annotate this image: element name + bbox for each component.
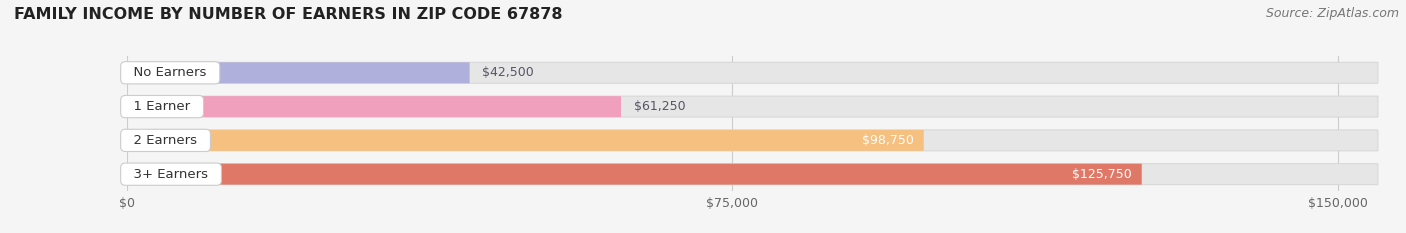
Text: 3+ Earners: 3+ Earners [125,168,217,181]
FancyBboxPatch shape [127,164,1378,185]
FancyBboxPatch shape [127,96,1378,117]
FancyBboxPatch shape [127,130,1378,151]
Text: No Earners: No Earners [125,66,215,79]
Text: 2 Earners: 2 Earners [125,134,205,147]
FancyBboxPatch shape [127,62,470,83]
Text: $61,250: $61,250 [634,100,685,113]
FancyBboxPatch shape [127,164,1142,185]
Text: 1 Earner: 1 Earner [125,100,198,113]
Text: FAMILY INCOME BY NUMBER OF EARNERS IN ZIP CODE 67878: FAMILY INCOME BY NUMBER OF EARNERS IN ZI… [14,7,562,22]
FancyBboxPatch shape [127,96,621,117]
Text: $98,750: $98,750 [862,134,914,147]
FancyBboxPatch shape [127,62,1378,83]
Text: Source: ZipAtlas.com: Source: ZipAtlas.com [1265,7,1399,20]
FancyBboxPatch shape [127,130,924,151]
Text: $125,750: $125,750 [1071,168,1132,181]
Text: $42,500: $42,500 [482,66,534,79]
